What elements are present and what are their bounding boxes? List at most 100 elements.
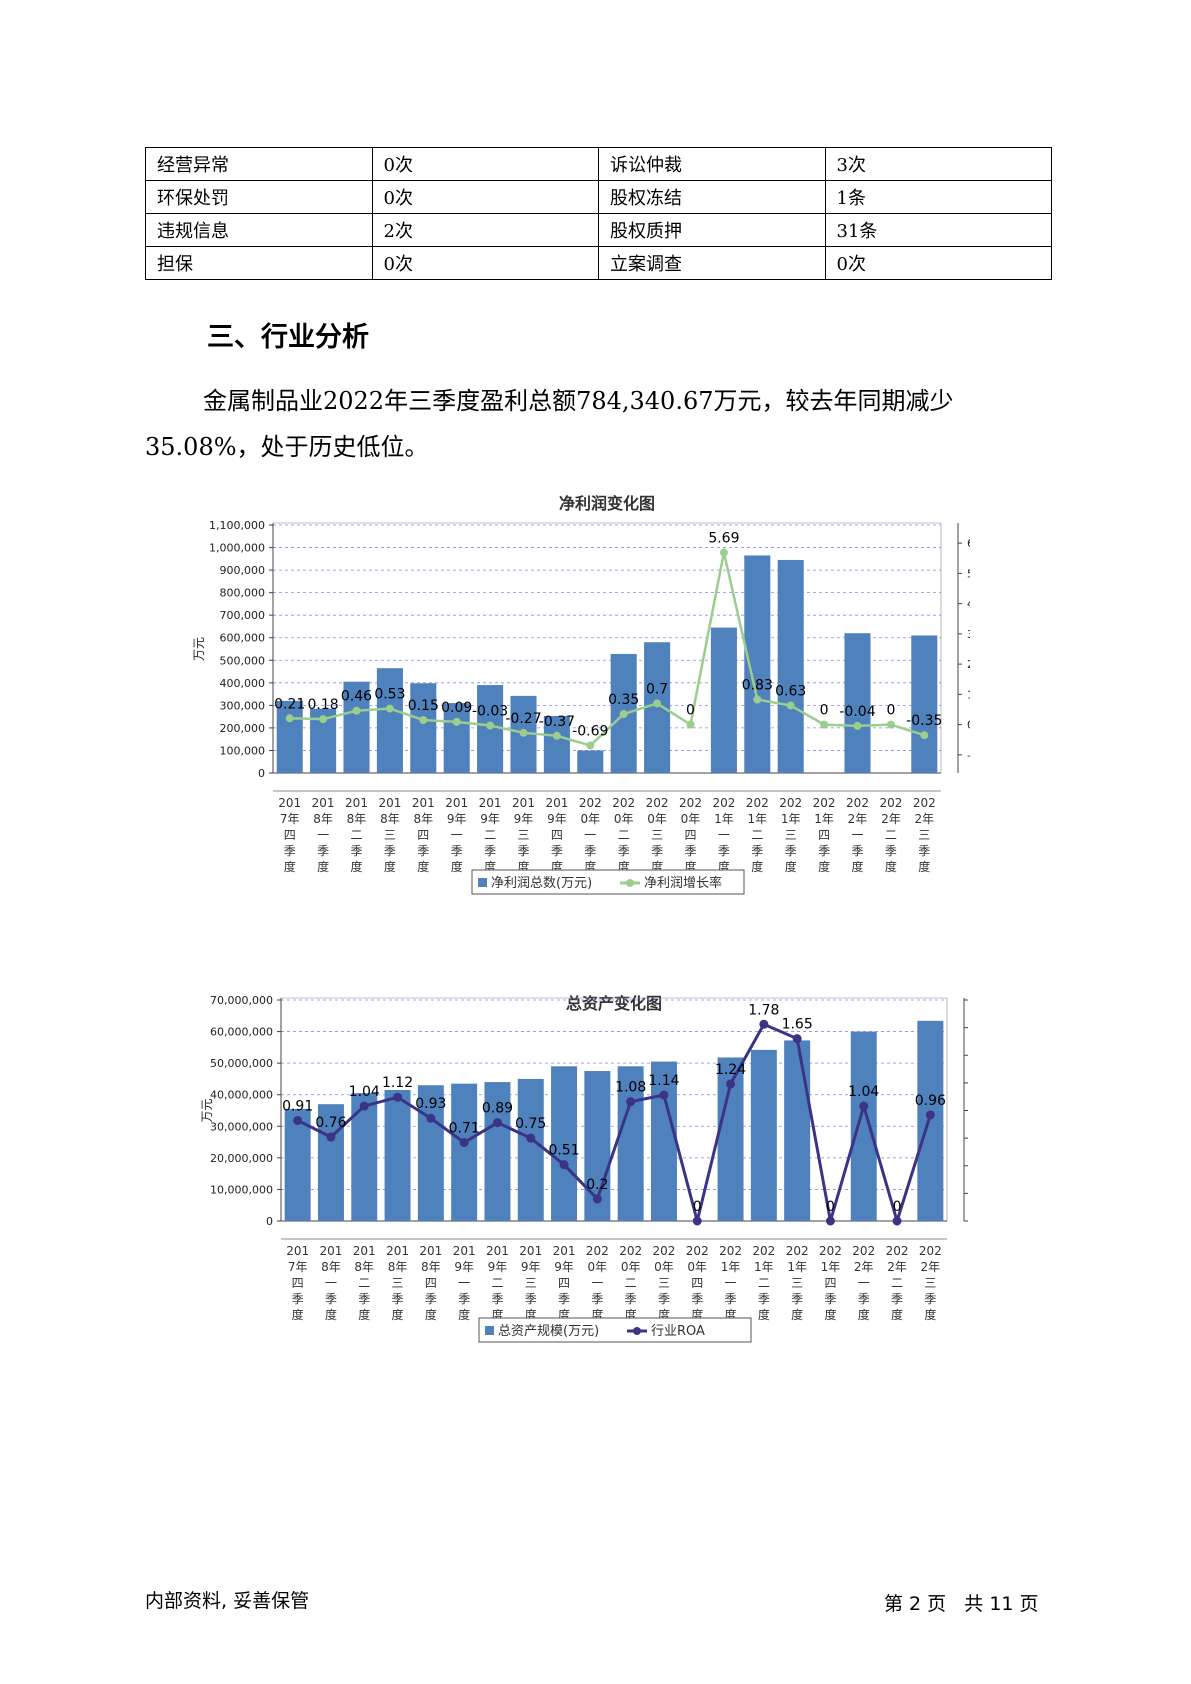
bar [577,750,604,773]
y2-tick-label: 4 [967,598,970,611]
data-label: -0.69 [572,723,608,739]
series-point [426,1113,436,1123]
table-label-cell: 经营异常 [145,147,373,181]
data-label: -0.35 [906,713,942,729]
data-label: -0.04 [839,704,875,720]
footer-confidential: 内部资料, 妥善保管 [145,1590,310,1612]
x-tick-label: 201 7年四季度 [286,1244,309,1322]
bar [343,681,370,773]
legend-box [471,869,745,895]
y-axis-label: 万元 [192,637,206,661]
data-label: 0.76 [315,1115,346,1131]
data-label: 0 [693,1199,702,1215]
chart-title: 净利润变化图 [559,495,655,513]
legend-label: 行业ROA [651,1324,705,1339]
series-point [359,1101,369,1111]
y-tick-label: 40,000,000 [210,1089,273,1102]
data-label: 0.09 [441,700,472,716]
y-tick-label: 200,000 [220,722,266,735]
risk-summary-table: 经营异常 0次 诉讼仲裁 3次 环保处罚 0次 股权冻结 1条 违规信息 2次 股权质押 31条 担保 0… [145,147,1052,280]
data-label: 0.91 [282,1098,313,1114]
x-tick-label: 201 9年一季度 [445,796,468,874]
table-row: 经营异常 0次 诉讼仲裁 3次 [145,147,1052,181]
x-tick-label: 202 1年四季度 [813,796,836,874]
total-assets-chart: 总资产变化图 0 10,000,000 20,000,000 30,000,000 40,… [200,995,968,1343]
y-tick-label: 400,000 [220,677,266,690]
bar [276,700,303,773]
table-value-cell: 2次 [371,213,599,247]
x-tick-label: 201 8年二季度 [353,1244,376,1322]
table-row: 环保处罚 0次 股权冻结 1条 [145,180,1052,214]
legend-swatch-bar [485,1326,494,1335]
x-tick-label: 202 2年三季度 [913,796,936,874]
x-tick-label: 202 2年一季度 [846,796,869,874]
data-label: 0 [686,703,695,719]
x-tick-label: 202 2年二季度 [886,1244,909,1322]
table-label-cell: 立案调查 [598,246,826,280]
data-label: 0.89 [482,1101,513,1117]
series-point [419,716,428,725]
series-point [452,717,461,726]
y-tick-label: 700,000 [220,609,266,622]
x-tick-label: 201 8年二季度 [345,796,368,874]
series-point [886,720,895,729]
series-point [492,1118,502,1128]
x-tick-label: 202 0年三季度 [652,1244,675,1322]
series-point [792,1034,802,1044]
table-label-cell: 股权冻结 [598,180,826,214]
table-value-cell: 0次 [824,246,1052,280]
data-label: 1.12 [382,1075,413,1091]
table-value-cell: 1条 [824,180,1052,214]
data-label: 0.46 [341,689,372,705]
x-tick-label: 202 1年二季度 [746,796,769,874]
table-label-cell: 诉讼仲裁 [598,147,826,181]
bar [410,683,437,773]
table-value-cell: 0次 [371,180,599,214]
data-label: 1.08 [615,1080,646,1096]
series-point [853,721,862,730]
y-tick-label: 20,000,000 [210,1152,273,1165]
series-point [293,1115,303,1125]
data-label: 1.78 [748,1002,779,1018]
table-row: 违规信息 2次 股权质押 31条 [145,213,1052,247]
bar [551,1066,578,1221]
x-tick-label: 201 7年四季度 [278,796,301,874]
bar [650,1061,677,1221]
series-point [592,1194,602,1204]
data-label: 0.35 [608,692,639,708]
y-tick-label: 30,000,000 [210,1120,273,1133]
series-point [619,710,628,719]
x-tick-label: 202 0年二季度 [619,1244,642,1322]
x-tick-label: 201 9年四季度 [545,796,568,874]
data-label: 0.93 [415,1096,446,1112]
legend-label: 净利润增长率 [644,875,722,891]
x-tick-label: 202 0年三季度 [646,796,669,874]
series-point [519,728,528,737]
series-point [925,1110,935,1120]
x-tick-label: 202 0年一季度 [586,1244,609,1322]
bar [484,1082,511,1221]
data-label: 0.96 [915,1093,946,1109]
data-label: 1.04 [848,1084,879,1100]
series-point [319,715,328,724]
y-tick-label: 1,000,000 [209,542,265,555]
data-label: 0 [893,1199,902,1215]
x-tick-label: 202 0年四季度 [679,796,702,874]
data-label: -0.03 [472,704,508,720]
bar [911,635,938,773]
series-point [726,1079,736,1089]
table-label-cell: 环保处罚 [145,180,373,214]
bar [317,1104,344,1221]
y-tick-label: 50,000,000 [210,1057,273,1070]
bar [443,703,470,773]
bar [617,1066,644,1221]
data-label: 0.15 [408,698,439,714]
series-line [296,1022,932,1227]
data-label: 0 [826,1199,835,1215]
series-point [786,701,795,710]
y2-tick-label: 3 [967,628,970,641]
x-tick-label: 202 1年三季度 [786,1244,809,1322]
series-point [825,1216,835,1226]
series-point [759,1019,769,1029]
data-label: 0.71 [449,1121,480,1137]
